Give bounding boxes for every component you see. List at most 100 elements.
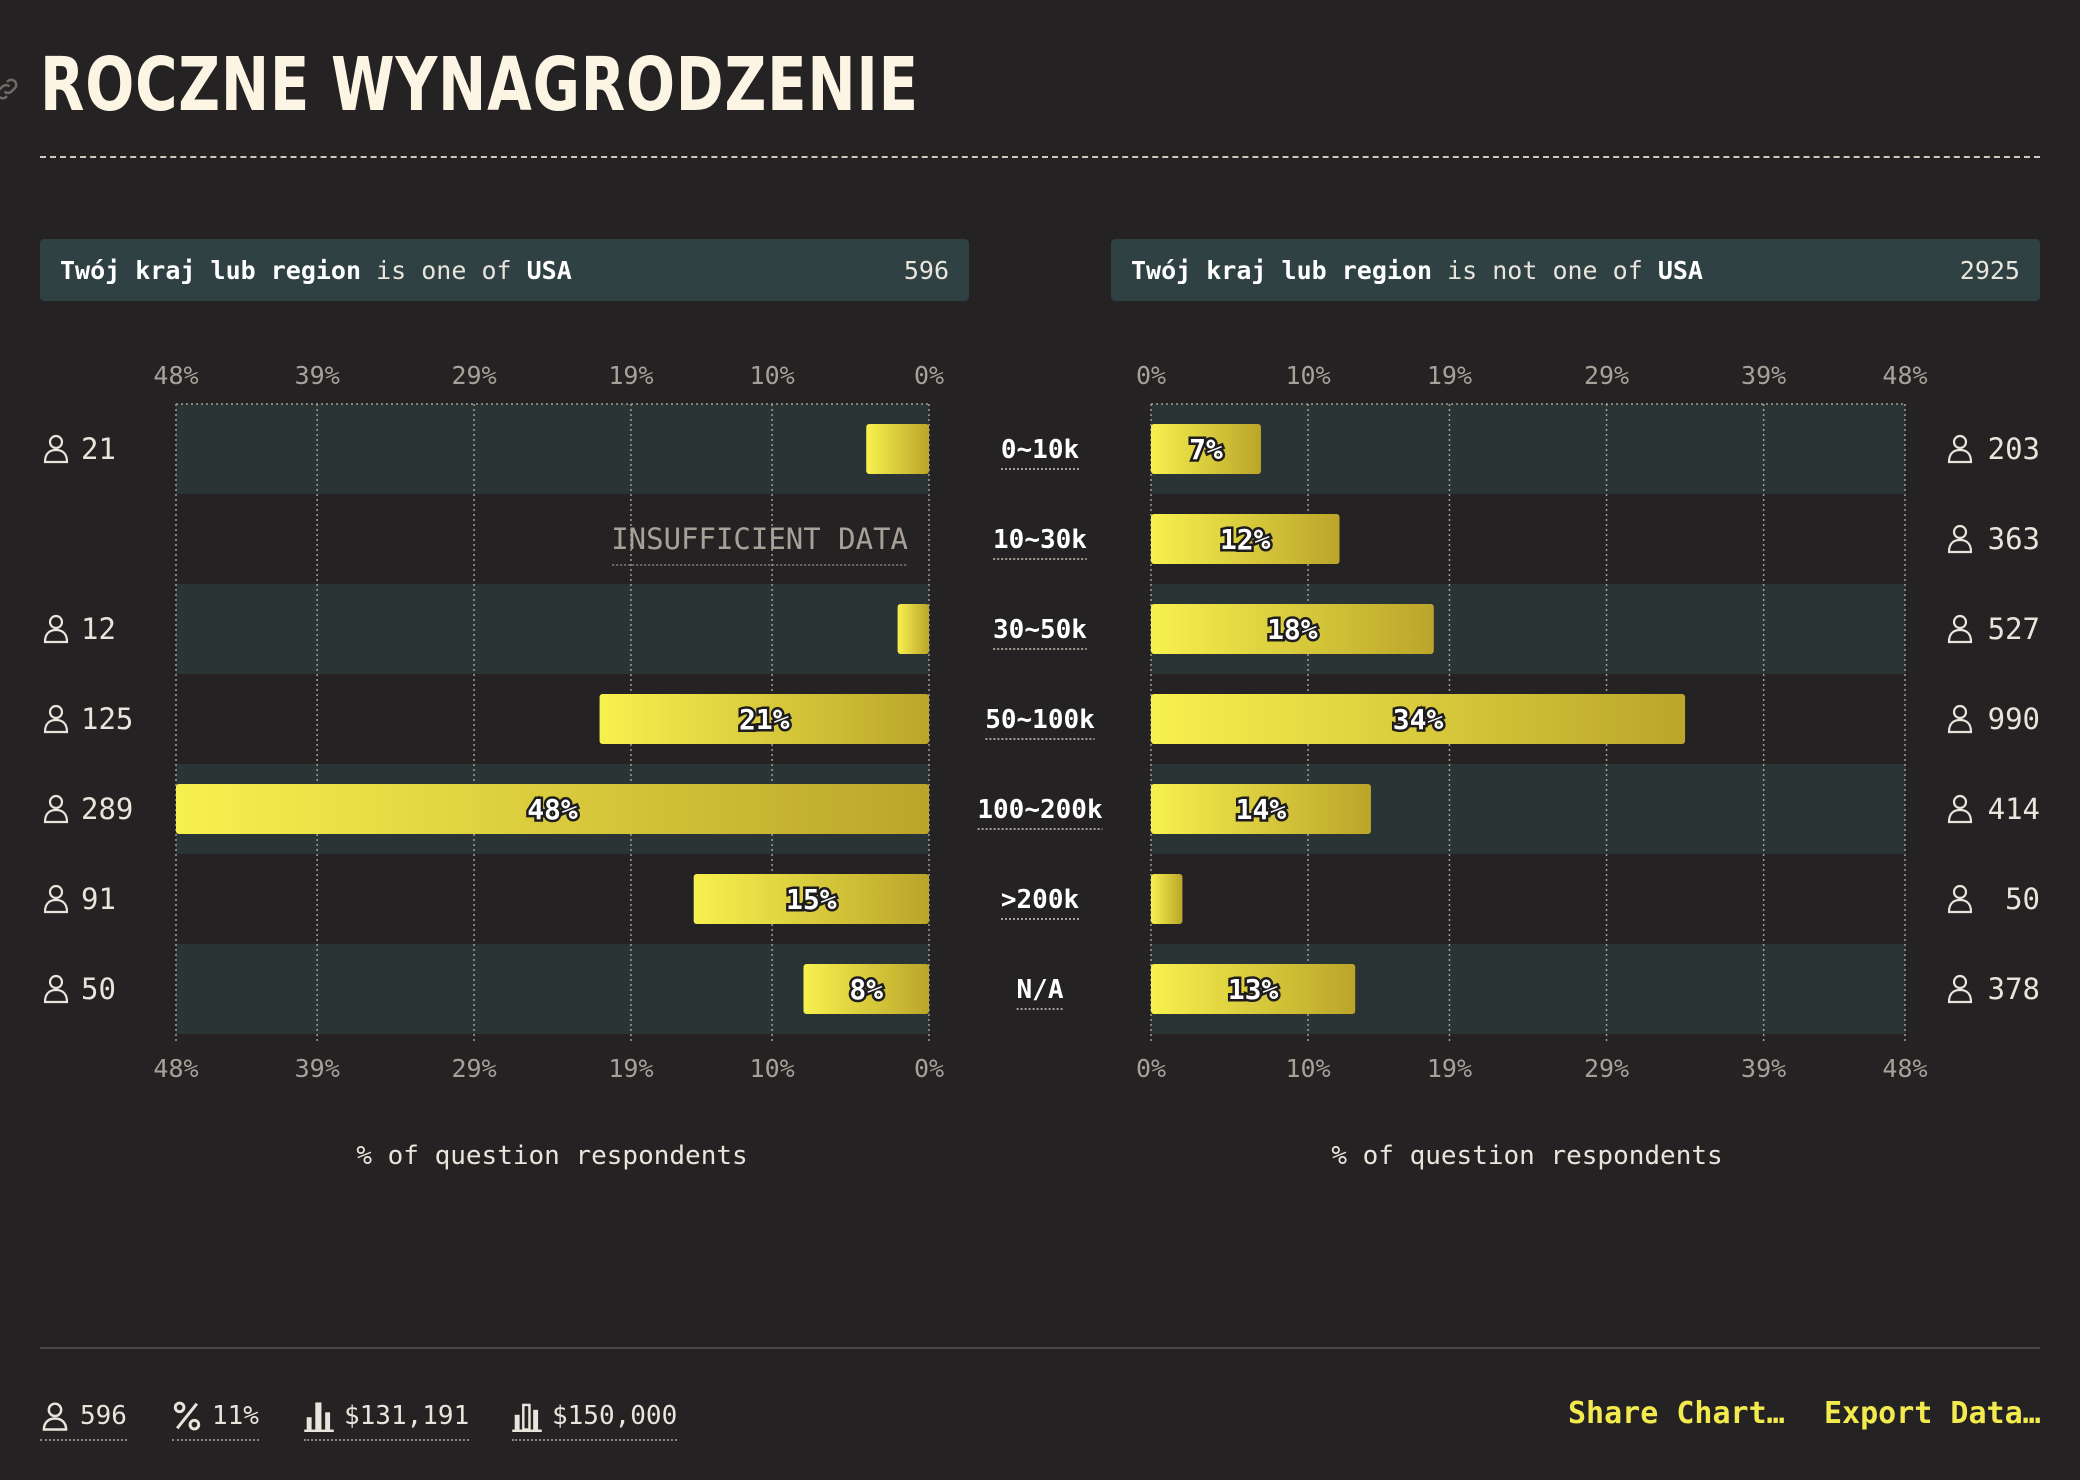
tick-label-top-right: 19% bbox=[1427, 361, 1472, 390]
bar-right bbox=[1151, 514, 1340, 564]
respondent-count-right: 378 bbox=[1988, 972, 2040, 1006]
respondent-count-left: 12 bbox=[81, 612, 116, 646]
respondent-count-left: 125 bbox=[81, 702, 133, 736]
person-icon bbox=[1947, 524, 1973, 554]
stat-respondents[interactable]: 596 bbox=[40, 1395, 127, 1441]
filter-right-field: Twój kraj lub region bbox=[1131, 255, 1433, 285]
bar-label-right: 14% bbox=[1236, 793, 1287, 826]
stat-percent[interactable]: 11% bbox=[172, 1395, 259, 1441]
insufficient-data-label: INSUFFICIENT DATA bbox=[611, 522, 908, 556]
tick-label-bottom-left: 29% bbox=[451, 1054, 496, 1083]
respondent-count-left: 289 bbox=[81, 792, 133, 826]
bar-left bbox=[693, 874, 929, 924]
tick-label-bottom-right: 29% bbox=[1584, 1054, 1629, 1083]
category-label: 100~200k bbox=[977, 795, 1103, 825]
stat-median-value: $150,000 bbox=[552, 1401, 678, 1431]
tick-label-top-left: 10% bbox=[750, 361, 795, 390]
x-axis-label-left: % of question respondents bbox=[356, 1141, 748, 1171]
tick-label-bottom-right: 0% bbox=[1136, 1054, 1166, 1083]
tick-label-top-right: 39% bbox=[1741, 361, 1786, 390]
row-band-left bbox=[176, 584, 929, 674]
tick-label-top-right: 0% bbox=[1136, 361, 1166, 390]
bar-label-right: 7% bbox=[1189, 433, 1223, 466]
bar-right bbox=[1151, 964, 1356, 1014]
tick-label-bottom-right: 19% bbox=[1427, 1054, 1472, 1083]
bar-left bbox=[176, 784, 929, 834]
tick-label-top-right: 48% bbox=[1882, 361, 1927, 390]
bar-right bbox=[1151, 784, 1371, 834]
person-icon bbox=[43, 794, 69, 824]
bar-label-left: 48% bbox=[527, 793, 578, 826]
tick-label-top-left: 29% bbox=[451, 361, 496, 390]
bar-label-right: 13% bbox=[1228, 973, 1279, 1006]
respondent-count-right: 363 bbox=[1988, 522, 2040, 556]
respondent-count-right: 50 bbox=[2005, 882, 2040, 916]
tick-label-top-left: 19% bbox=[608, 361, 653, 390]
person-icon bbox=[43, 434, 69, 464]
filter-left[interactable]: Twój kraj lub region is one of USA 596 bbox=[40, 239, 969, 301]
respondent-count-right: 527 bbox=[1988, 612, 2040, 646]
person-icon bbox=[43, 704, 69, 734]
filter-right-op: is not one of bbox=[1447, 255, 1643, 285]
filter-right-count: 2925 bbox=[1959, 255, 2020, 285]
filter-right[interactable]: Twój kraj lub region is not one of USA 2… bbox=[1111, 239, 2040, 301]
filter-right-value: USA bbox=[1657, 255, 1703, 285]
tick-label-bottom-left: 48% bbox=[153, 1054, 198, 1083]
bar-label-left: 8% bbox=[849, 973, 883, 1006]
tick-label-bottom-left: 19% bbox=[608, 1054, 653, 1083]
export-data-button[interactable]: Export Data… bbox=[1824, 1396, 2041, 1431]
category-label: 10~30k bbox=[993, 525, 1087, 555]
title-divider bbox=[40, 156, 2040, 158]
bar-label-left: 15% bbox=[786, 883, 837, 916]
tick-label-top-left: 48% bbox=[153, 361, 198, 390]
filter-left-field: Twój kraj lub region bbox=[60, 255, 362, 285]
footer-divider bbox=[40, 1347, 2040, 1349]
person-icon bbox=[1947, 434, 1973, 464]
row-band-right bbox=[1151, 404, 1905, 494]
category-label: N/A bbox=[1017, 975, 1064, 1005]
median-bar-icon bbox=[512, 1403, 542, 1432]
bar-label-left: 21% bbox=[739, 703, 790, 736]
stat-mean-value: $131,191 bbox=[344, 1401, 470, 1431]
stat-percent-value: 11% bbox=[212, 1401, 259, 1431]
respondent-count-right: 990 bbox=[1988, 702, 2040, 736]
respondent-count-left: 50 bbox=[81, 972, 116, 1006]
person-icon bbox=[1947, 794, 1973, 824]
filter-left-text: Twój kraj lub region is one of USA bbox=[60, 256, 572, 285]
person-icon bbox=[43, 974, 69, 1004]
filter-left-value: USA bbox=[526, 255, 572, 285]
stat-respondents-value: 596 bbox=[80, 1401, 127, 1431]
filter-left-count: 596 bbox=[903, 255, 949, 285]
bar-left bbox=[866, 424, 929, 474]
bar-right bbox=[1151, 424, 1261, 474]
tick-label-top-right: 10% bbox=[1286, 361, 1331, 390]
person-icon bbox=[1947, 974, 1973, 1004]
stat-mean[interactable]: $131,191 bbox=[304, 1395, 470, 1441]
bar-left bbox=[803, 964, 929, 1014]
page-title: ROCZNE WYNAGRODZENIE bbox=[40, 42, 919, 128]
bar-right bbox=[1151, 694, 1686, 744]
link-icon[interactable] bbox=[0, 74, 22, 104]
respondent-count-left: 21 bbox=[81, 432, 116, 466]
percent-icon bbox=[173, 1401, 201, 1431]
stat-median[interactable]: $150,000 bbox=[512, 1395, 678, 1441]
bar-right bbox=[1151, 874, 1183, 924]
x-axis-label-right: % of question respondents bbox=[1331, 1141, 1723, 1171]
tick-label-top-left: 39% bbox=[295, 361, 340, 390]
tick-label-bottom-right: 10% bbox=[1286, 1054, 1331, 1083]
row-band-left bbox=[176, 404, 929, 494]
mean-bar-icon bbox=[304, 1402, 334, 1432]
tick-label-bottom-left: 39% bbox=[295, 1054, 340, 1083]
respondent-count-left: 91 bbox=[81, 882, 116, 916]
share-chart-button[interactable]: Share Chart… bbox=[1568, 1396, 1785, 1431]
bar-label-right: 34% bbox=[1393, 703, 1444, 736]
tick-label-top-right: 29% bbox=[1584, 361, 1629, 390]
tick-label-top-left: 0% bbox=[914, 361, 944, 390]
category-label: 50~100k bbox=[985, 705, 1095, 735]
bar-right bbox=[1151, 604, 1434, 654]
person-icon bbox=[43, 614, 69, 644]
tick-label-bottom-right: 48% bbox=[1882, 1054, 1927, 1083]
respondent-count-right: 414 bbox=[1988, 792, 2040, 826]
person-icon bbox=[42, 1402, 68, 1431]
